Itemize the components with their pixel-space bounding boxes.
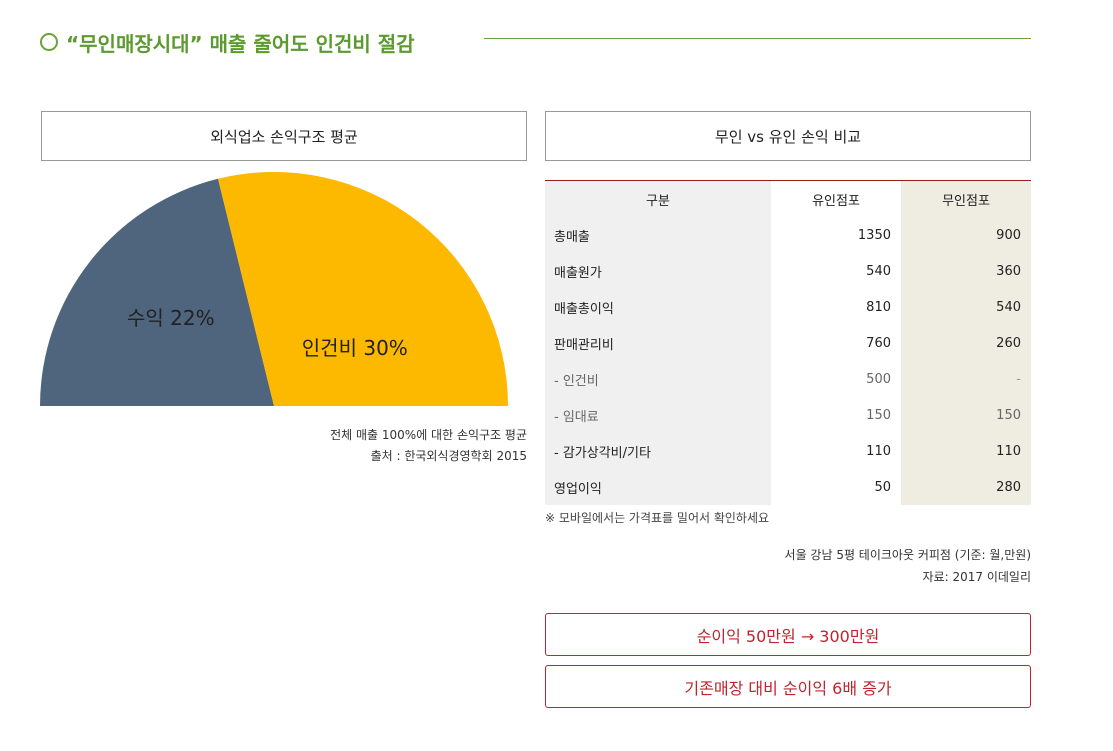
profit-increase-highlight: 기존매장 대비 순이익 6배 증가 [545, 665, 1031, 708]
table-row: - 감가상각비/기타 110 110 [545, 433, 1031, 469]
table-header-row: 구분 유인점포 무인점포 [545, 181, 1031, 217]
pie-caption-1: 전체 매출 100%에 대한 손익구조 평균 [330, 428, 527, 442]
profit-structure-pie-chart: 수익 22% 인건비 30% [40, 172, 508, 406]
page-title-text: “무인매장시대” 매출 줄어도 인건비 절감 [66, 31, 415, 56]
table-cell: 900 [901, 217, 1031, 253]
circle-bullet-icon [40, 33, 58, 51]
profit-increase-highlight-text: 기존매장 대비 순이익 6배 증가 [684, 678, 892, 698]
table-header-cell: 유인점포 [812, 193, 860, 209]
table-header-cell: 무인점포 [901, 181, 1031, 217]
table-cell: - 감가상각비/기타 [545, 433, 771, 469]
mobile-scroll-note: ※ 모바일에서는 가격표를 밀어서 확인하세요 [545, 511, 770, 525]
table-cell: 총매출 [545, 217, 771, 253]
table-cell: 540 [901, 289, 1031, 325]
table-cell: 판매관리비 [545, 325, 771, 361]
table-cell: 150 [866, 407, 891, 423]
table-cell: - [901, 361, 1031, 397]
table-cell: 540 [866, 263, 891, 279]
table-row: - 임대료 150 150 [545, 397, 1031, 433]
table-cell: 매출원가 [545, 253, 771, 289]
table-cell: 280 [901, 469, 1031, 505]
pie-caption-2: 출처 : 한국외식경영학회 2015 [370, 449, 527, 463]
table-row: 영업이익 50 280 [545, 469, 1031, 505]
table-cell: 360 [901, 253, 1031, 289]
table-section-heading-text: 무인 vs 유인 손익 비교 [714, 127, 862, 146]
table-source-2: 자료: 2017 이데일리 [922, 570, 1031, 584]
table-section-heading: 무인 vs 유인 손익 비교 [545, 111, 1031, 161]
table-cell: 500 [866, 371, 891, 387]
table-cell: - 임대료 [545, 397, 771, 433]
pie-section-heading-text: 외식업소 손익구조 평균 [210, 127, 358, 146]
table-cell: - 인건비 [545, 361, 771, 397]
pie-section-heading: 외식업소 손익구조 평균 [41, 111, 527, 161]
title-divider [484, 38, 1031, 39]
pie-slice-1 [218, 172, 508, 406]
table-cell: 810 [866, 299, 891, 315]
table-source-1: 서울 강남 5평 테이크아웃 커피점 (기준: 월,만원) [784, 548, 1031, 562]
table-row: 판매관리비 760 260 [545, 325, 1031, 361]
pie-slice-label-1: 인건비 30% [302, 336, 408, 360]
table-row: 총매출 1350 900 [545, 217, 1031, 253]
table-cell: 760 [866, 335, 891, 351]
table-cell: 영업이익 [545, 469, 771, 505]
table-row: - 인건비 500 - [545, 361, 1031, 397]
net-profit-highlight-text: 순이익 50만원 → 300만원 [696, 626, 880, 646]
pie-slice-label-0: 수익 22% [127, 306, 215, 330]
table-cell: 매출총이익 [545, 289, 771, 325]
net-profit-highlight: 순이익 50만원 → 300만원 [545, 613, 1031, 656]
table-cell: 150 [901, 397, 1031, 433]
table-cell: 50 [874, 479, 891, 495]
table-cell: 110 [901, 433, 1031, 469]
table-cell: 260 [901, 325, 1031, 361]
table-header-cell: 구분 [545, 181, 771, 217]
table-row: 매출원가 540 360 [545, 253, 1031, 289]
pie-slice-0 [40, 178, 274, 406]
comparison-table: 구분 유인점포 무인점포 총매출 1350 900 매출원가 540 360 매… [545, 180, 1031, 505]
table-cell: 110 [866, 443, 891, 459]
page-title: “무인매장시대” 매출 줄어도 인건비 절감 [40, 24, 415, 60]
table-row: 매출총이익 810 540 [545, 289, 1031, 325]
table-cell: 1350 [857, 227, 891, 243]
